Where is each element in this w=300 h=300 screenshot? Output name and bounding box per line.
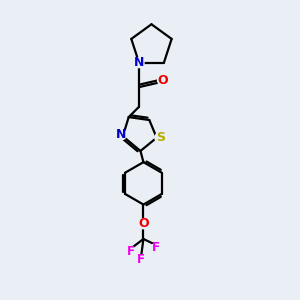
Circle shape [155,132,166,143]
Text: O: O [157,74,168,87]
Circle shape [152,243,160,252]
Text: F: F [137,253,145,266]
Text: F: F [127,245,135,258]
Circle shape [138,219,148,229]
Circle shape [158,75,168,85]
Circle shape [137,255,146,264]
Text: S: S [156,131,165,144]
Text: F: F [152,241,160,254]
Circle shape [127,247,136,256]
Text: N: N [116,128,127,141]
Text: N: N [134,56,144,69]
Circle shape [116,130,126,140]
Text: O: O [138,217,149,230]
Circle shape [134,58,144,68]
